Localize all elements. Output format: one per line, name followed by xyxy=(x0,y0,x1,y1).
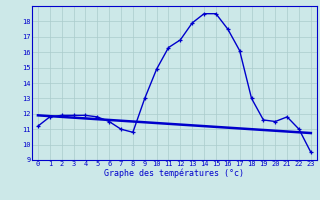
X-axis label: Graphe des températures (°c): Graphe des températures (°c) xyxy=(104,169,244,178)
